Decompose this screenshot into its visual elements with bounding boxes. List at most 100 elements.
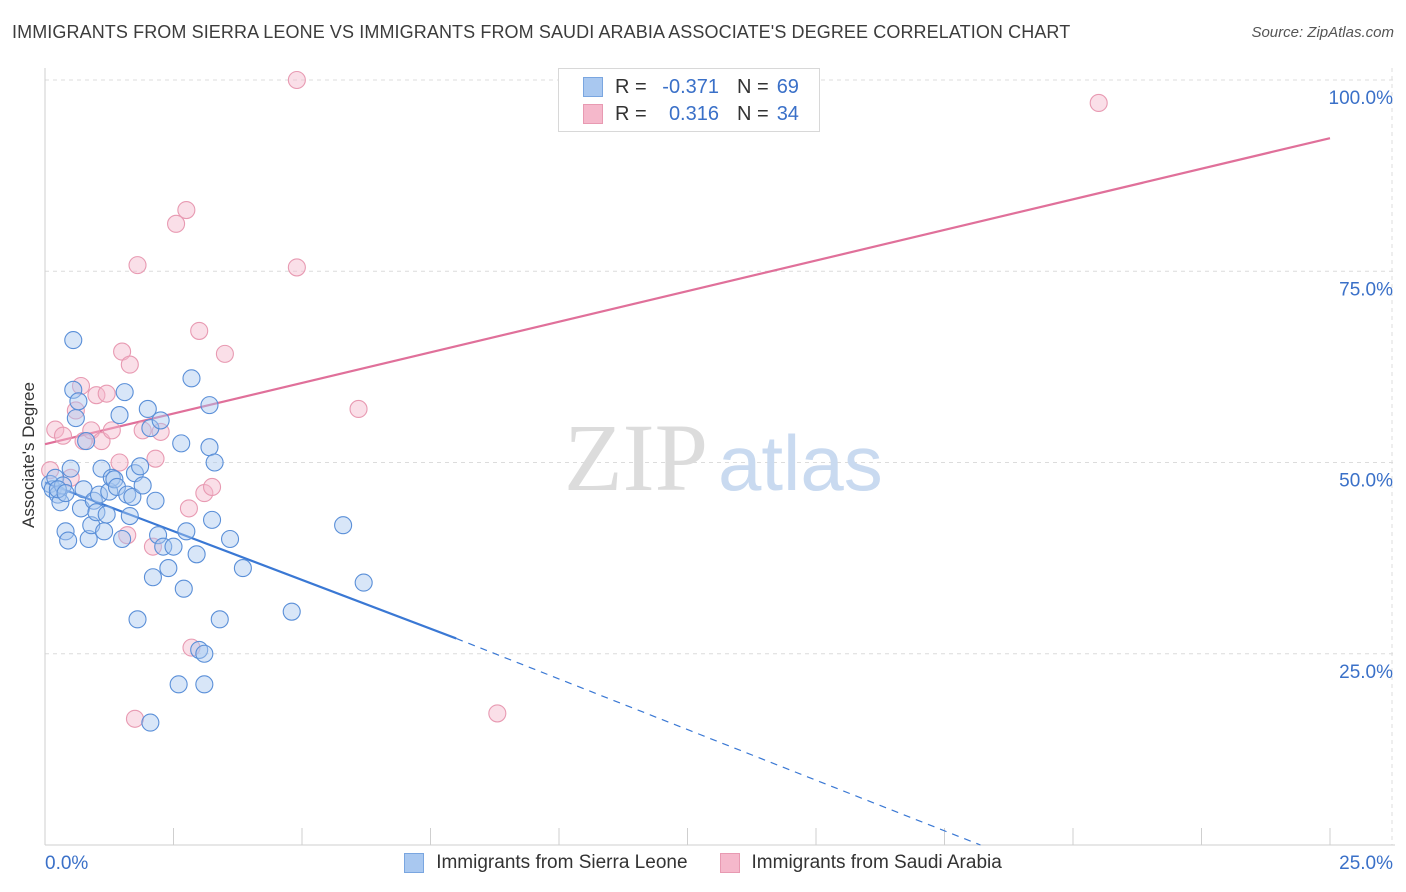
n-label: N = xyxy=(737,75,769,98)
point-sierra-leone xyxy=(138,399,157,419)
legend-item-sierra-leone[interactable]: Immigrants from Sierra Leone xyxy=(404,852,688,874)
y-tick-label: 75.0% xyxy=(1339,279,1393,300)
watermark-atlas: atlas xyxy=(718,419,883,507)
r-label: R = xyxy=(615,102,647,125)
stats-legend: R = -0.371 N = 69 R = 0.316 N = 34 xyxy=(558,68,820,132)
point-saudi-arabia xyxy=(125,709,144,728)
point-saudi-arabia xyxy=(177,201,196,220)
point-saudi-arabia xyxy=(179,499,198,518)
r-value: -0.371 xyxy=(662,75,719,98)
point-sierra-leone xyxy=(56,484,75,503)
point-sierra-leone xyxy=(59,531,78,550)
source-label: Source: ZipAtlas.com xyxy=(1251,24,1394,41)
point-sierra-leone xyxy=(92,459,111,478)
series-saudi-arabia-points xyxy=(41,70,1108,728)
point-sierra-leone xyxy=(97,505,116,524)
point-sierra-leone xyxy=(195,644,214,663)
point-sierra-leone xyxy=(174,579,193,598)
point-sierra-leone xyxy=(64,380,83,399)
point-sierra-leone xyxy=(110,406,129,425)
chart-title: IMMIGRANTS FROM SIERRA LEONE VS IMMIGRAN… xyxy=(12,22,1071,42)
axes xyxy=(44,68,1395,846)
legend-row-sierra-leone: R = -0.371 N = 69 xyxy=(583,74,799,100)
point-saudi-arabia xyxy=(110,453,129,472)
point-saudi-arabia xyxy=(190,321,209,340)
legend-item-saudi-arabia[interactable]: Immigrants from Saudi Arabia xyxy=(719,852,1002,874)
point-saudi-arabia xyxy=(97,384,116,403)
point-sierra-leone xyxy=(66,409,85,428)
point-saudi-arabia xyxy=(167,214,186,233)
point-saudi-arabia xyxy=(349,399,368,419)
point-saudi-arabia xyxy=(120,355,139,374)
point-sierra-leone xyxy=(149,526,168,545)
point-sierra-leone xyxy=(61,459,80,478)
blue-swatch xyxy=(583,77,603,97)
blue-swatch xyxy=(404,853,425,873)
tick-labels: 25.0% 50.0% 75.0% 100.0% 0.0% 25.0% xyxy=(45,88,1393,874)
point-sierra-leone xyxy=(64,331,83,350)
point-sierra-leone xyxy=(354,573,373,592)
point-sierra-leone xyxy=(220,529,240,549)
point-sierra-leone xyxy=(113,529,132,549)
point-sierra-leone xyxy=(120,506,139,526)
r-value: 0.316 xyxy=(668,102,719,125)
n-value: 69 xyxy=(776,75,799,98)
watermark-zip: ZIP xyxy=(564,404,708,511)
trend-line-saudi-arabia xyxy=(44,137,1331,446)
point-sierra-leone xyxy=(154,537,173,556)
trend-line-sierra-leone-extension xyxy=(455,637,981,846)
x-tick-label: 25.0% xyxy=(1339,853,1393,874)
point-sierra-leone xyxy=(282,602,301,621)
legend-label: Immigrants from Sierra Leone xyxy=(436,852,688,873)
point-sierra-leone xyxy=(164,537,183,556)
point-saudi-arabia xyxy=(53,426,73,445)
point-sierra-leone xyxy=(334,516,353,535)
point-sierra-leone xyxy=(187,545,206,564)
x-tick-label: 0.0% xyxy=(45,853,88,874)
point-sierra-leone xyxy=(141,419,160,438)
r-label: R = xyxy=(615,75,647,98)
y-tick-label: 100.0% xyxy=(1329,88,1394,109)
point-sierra-leone xyxy=(172,434,191,453)
point-saudi-arabia xyxy=(102,421,121,440)
point-sierra-leone xyxy=(146,491,165,510)
point-sierra-leone xyxy=(141,713,160,732)
legend-row-saudi-arabia: R = 0.316 N = 34 xyxy=(583,101,799,127)
point-sierra-leone xyxy=(182,369,201,388)
series-sierra-leone-points xyxy=(41,331,373,732)
series-legend: Immigrants from Sierra Leone Immigrants … xyxy=(0,852,1406,874)
point-sierra-leone xyxy=(77,432,96,451)
y-axis-label: Associate's Degree xyxy=(19,382,38,528)
point-sierra-leone xyxy=(203,510,222,529)
pink-swatch xyxy=(583,104,603,124)
point-sierra-leone xyxy=(233,559,252,578)
point-sierra-leone xyxy=(123,487,142,506)
point-sierra-leone xyxy=(128,610,147,629)
point-sierra-leone xyxy=(107,477,127,497)
trend-lines xyxy=(44,137,1331,846)
pink-swatch xyxy=(719,853,740,873)
legend-label: Immigrants from Saudi Arabia xyxy=(751,852,1002,873)
point-sierra-leone xyxy=(205,453,224,472)
point-sierra-leone xyxy=(143,568,162,587)
point-sierra-leone xyxy=(69,392,88,411)
y-tick-label: 25.0% xyxy=(1339,662,1393,683)
n-label: N = xyxy=(737,102,769,125)
point-sierra-leone xyxy=(177,522,196,541)
point-saudi-arabia xyxy=(143,537,162,556)
point-sierra-leone xyxy=(131,457,150,476)
point-sierra-leone xyxy=(151,411,170,430)
point-saudi-arabia xyxy=(287,70,306,90)
point-sierra-leone xyxy=(210,610,229,629)
point-sierra-leone xyxy=(200,396,219,415)
point-saudi-arabia xyxy=(128,256,147,275)
watermark: ZIP atlas xyxy=(564,404,883,511)
point-sierra-leone xyxy=(89,485,109,504)
point-sierra-leone xyxy=(79,529,98,549)
point-saudi-arabia xyxy=(203,477,222,497)
point-sierra-leone xyxy=(200,438,219,457)
trend-line-sierra-leone xyxy=(44,481,457,640)
point-saudi-arabia xyxy=(488,704,507,723)
point-sierra-leone xyxy=(195,675,214,694)
